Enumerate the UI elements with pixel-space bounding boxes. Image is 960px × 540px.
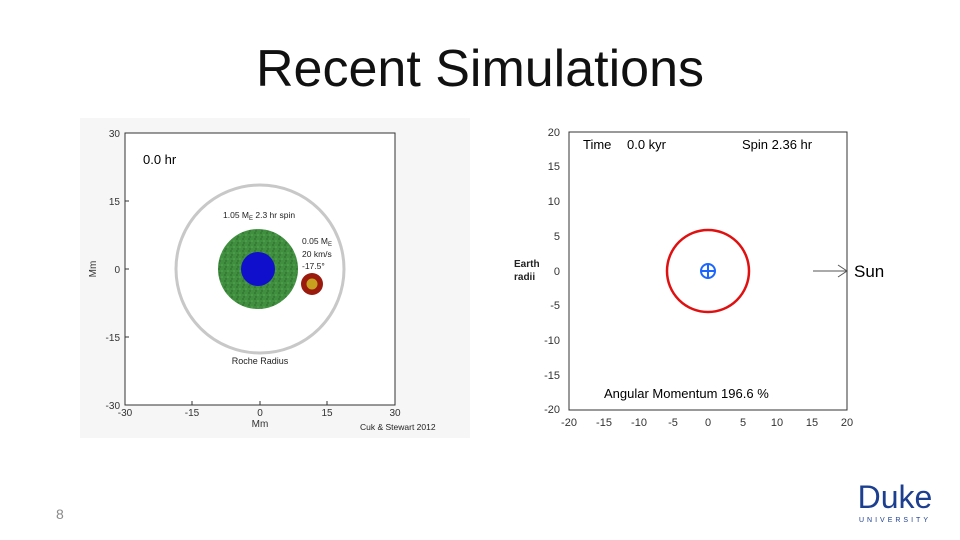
left-x-tick: -30 <box>118 408 133 419</box>
right-y-tick: 5 <box>554 231 560 243</box>
roche-radius-circle <box>174 183 346 355</box>
right-y-axis-label: Earth <box>514 259 540 270</box>
right-y-tick: -10 <box>544 335 560 347</box>
logo-wordmark: Duke <box>858 479 933 515</box>
time-label: 0.0 hr <box>143 152 177 167</box>
right-x-tick: -15 <box>596 417 612 429</box>
earth-symbol-icon <box>700 263 716 279</box>
right-x-tick: 10 <box>771 417 783 429</box>
slide-title: Recent Simulations <box>256 40 704 98</box>
left-y-axis-label: Mm <box>88 261 99 278</box>
impactor-speed-label: 20 km/s <box>302 249 332 259</box>
left-x-axis-label: Mm <box>252 419 269 430</box>
left-y-tick: -30 <box>106 401 121 412</box>
right-x-tick: 0 <box>705 417 711 429</box>
credit-label: Cuk & Stewart 2012 <box>360 422 436 432</box>
right-x-tick: 5 <box>740 417 746 429</box>
left-x-tick: -15 <box>185 408 200 419</box>
left-x-tick: 15 <box>321 408 333 419</box>
orbit-simulation-figure: 20 15 10 5 0 -5 -10 -15 -20 -20 -15 -10 … <box>505 118 895 433</box>
spin-label: Spin 2.36 hr <box>742 137 813 152</box>
right-y-tick: 10 <box>548 196 560 208</box>
sun-arrow-icon <box>813 264 848 278</box>
roche-radius-label: Roche Radius <box>232 356 289 366</box>
right-x-tick: 20 <box>841 417 853 429</box>
left-y-tick: 0 <box>114 265 120 276</box>
slide-number: 8 <box>56 506 64 522</box>
planet-core <box>241 252 275 286</box>
angular-momentum-label: Angular Momentum 196.6 % <box>604 386 769 401</box>
left-y-tick: 30 <box>109 129 121 140</box>
impactor-angle-label: -17.5° <box>302 261 325 271</box>
right-y-tick: 15 <box>548 161 560 173</box>
duke-logo: Duke UNIVERSITY <box>848 478 943 526</box>
right-x-tick: -10 <box>631 417 647 429</box>
impact-simulation-figure: 30 15 0 -15 -30 -30 -15 0 15 30 Mm Mm 0.… <box>80 118 470 438</box>
left-x-tick: 0 <box>257 408 263 419</box>
right-x-tick: -20 <box>561 417 577 429</box>
right-y-tick: -15 <box>544 370 560 382</box>
right-x-tick: 15 <box>806 417 818 429</box>
right-time-label: Time <box>583 137 611 152</box>
impactor-core <box>306 278 318 290</box>
right-time-value: 0.0 kyr <box>627 137 667 152</box>
impactor-mass-label: 0.05 ME <box>302 236 332 248</box>
orbit-circle <box>665 228 751 314</box>
left-y-tick: 15 <box>109 197 121 208</box>
left-y-tick: -15 <box>106 333 121 344</box>
planet-label: 1.05 ME 2.3 hr spin <box>223 210 295 222</box>
logo-subtitle: UNIVERSITY <box>859 517 931 524</box>
right-y-tick: -20 <box>544 404 560 416</box>
sun-label: Sun <box>854 262 884 281</box>
right-y-axis-label: radii <box>514 272 535 283</box>
left-x-tick: 30 <box>389 408 401 419</box>
right-y-tick: 0 <box>554 266 560 278</box>
right-y-tick: 20 <box>548 127 560 139</box>
right-x-tick: -5 <box>668 417 678 429</box>
right-y-tick: -5 <box>550 300 560 312</box>
